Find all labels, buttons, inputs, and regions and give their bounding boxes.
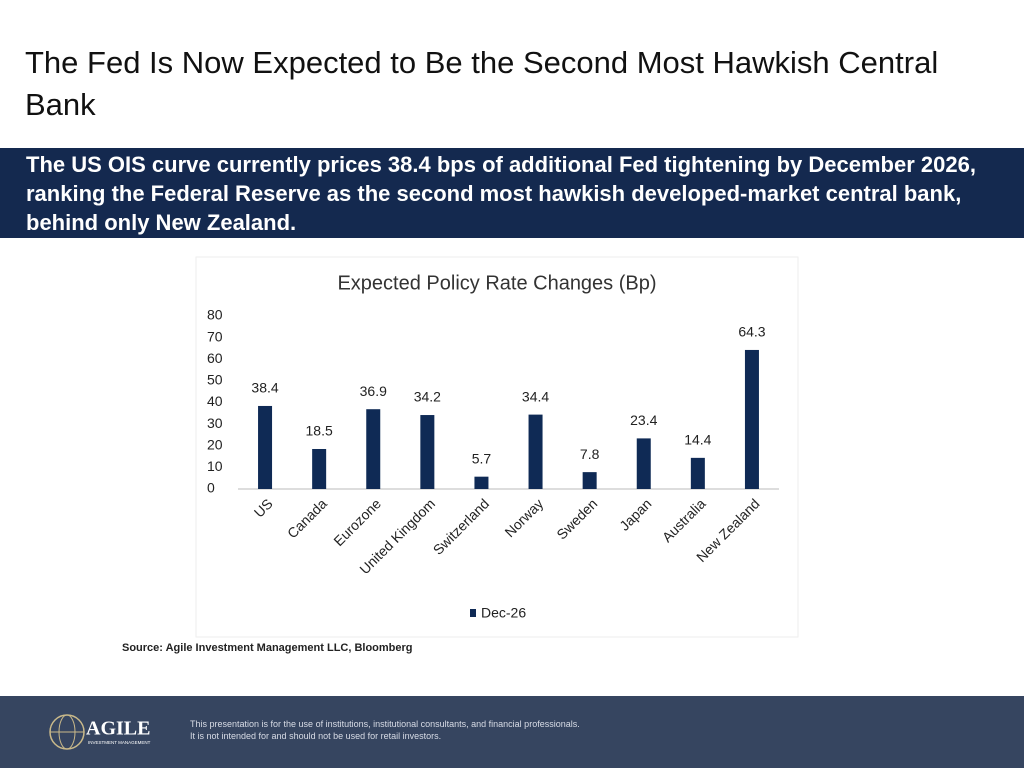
y-tick-label: 30 (207, 415, 223, 431)
footer: AGILE INVESTMENT MANAGEMENT This present… (0, 696, 1024, 768)
disclaimer-line: This presentation is for the use of inst… (190, 719, 580, 729)
y-tick-label: 50 (207, 372, 223, 388)
bar (744, 349, 759, 489)
bar (312, 448, 327, 489)
logo-text: AGILE (86, 718, 150, 740)
chart-title: Expected Policy Rate Changes (Bp) (337, 272, 656, 294)
data-label: 38.4 (251, 380, 278, 396)
data-label: 7.8 (580, 446, 600, 462)
disclaimer: This presentation is for the use of inst… (190, 718, 580, 742)
y-tick-label: 0 (207, 480, 215, 496)
data-label: 34.4 (522, 388, 549, 404)
y-tick-label: 80 (207, 307, 223, 323)
logo-tagline: INVESTMENT MANAGEMENT (88, 740, 151, 745)
banner-text: The US OIS curve currently prices 38.4 b… (26, 152, 976, 235)
data-label: 64.3 (738, 324, 765, 340)
source: Source: Agile Investment Management LLC,… (122, 642, 413, 654)
bar (582, 472, 597, 489)
bar (366, 409, 381, 489)
legend-swatch (470, 609, 476, 617)
bar (636, 438, 651, 489)
chart-frame (195, 256, 799, 638)
y-tick-label: 10 (207, 458, 223, 474)
y-tick-label: 20 (207, 436, 223, 452)
bar (420, 415, 435, 489)
data-label: 14.4 (684, 432, 711, 448)
disclaimer-line: It is not intended for and should not be… (190, 731, 442, 741)
y-tick-label: 40 (207, 393, 223, 409)
bar (690, 457, 705, 489)
data-label: 18.5 (306, 423, 333, 439)
data-label: 36.9 (360, 383, 387, 399)
data-label: 34.2 (414, 389, 441, 405)
bar (258, 405, 273, 489)
bar (528, 414, 543, 489)
chart: Expected Policy Rate Changes (Bp) 0 10 20 3… (195, 256, 799, 638)
slide-title: The Fed Is Now Expected to Be the Second… (25, 45, 939, 122)
bar (474, 476, 489, 489)
y-tick-label: 60 (207, 350, 223, 366)
data-label: 23.4 (630, 412, 657, 428)
data-label: 5.7 (472, 450, 492, 466)
banner: The US OIS curve currently prices 38.4 b… (0, 148, 1024, 238)
legend-label: Dec-26 (481, 605, 526, 621)
y-tick-label: 70 (207, 328, 223, 344)
logo: AGILE INVESTMENT MANAGEMENT (49, 714, 151, 750)
